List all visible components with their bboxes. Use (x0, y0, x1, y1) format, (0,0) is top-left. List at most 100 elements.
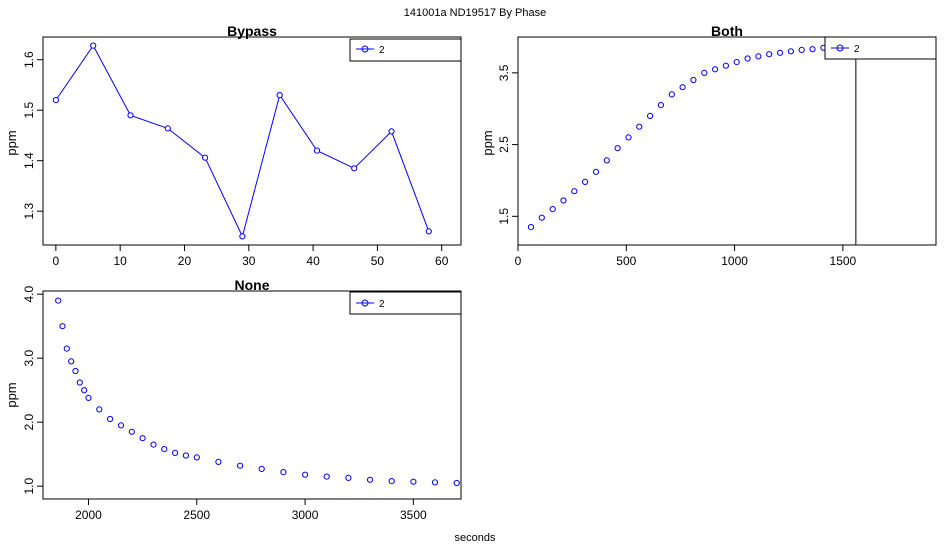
data-point (172, 449, 179, 456)
x-tick-label: 50 (371, 254, 385, 268)
data-point (592, 168, 600, 175)
figure-xlabel: seconds (455, 532, 496, 544)
y-tick-label: 1.5 (22, 102, 36, 119)
y-tick-label: 2.0 (22, 414, 36, 431)
y-axis-label: ppm (4, 382, 19, 407)
y-tick-label: 1.6 (22, 51, 36, 68)
data-point (127, 112, 134, 119)
legend-label: 2 (379, 299, 385, 310)
data-point (766, 51, 773, 58)
data-point (239, 233, 246, 240)
data-point (96, 406, 103, 413)
data-point (625, 134, 632, 141)
data-point (571, 188, 578, 195)
data-point (366, 476, 374, 483)
data-point (68, 358, 75, 365)
data-point (809, 46, 816, 53)
data-point (690, 76, 697, 84)
data-point (647, 112, 654, 120)
plot-area (52, 42, 432, 240)
data-point (722, 62, 730, 69)
data-point (63, 345, 70, 352)
y-tick-label: 1.3 (22, 203, 36, 220)
data-point (72, 367, 79, 375)
data-point (150, 441, 157, 448)
legend-marker (361, 45, 369, 53)
x-tick-label: 40 (306, 254, 320, 268)
data-point (636, 123, 643, 130)
data-point (582, 178, 589, 185)
legend-box (824, 36, 937, 60)
legend-label: 2 (379, 45, 385, 56)
data-point (787, 48, 795, 55)
data-point (107, 415, 114, 423)
data-point (128, 428, 135, 435)
y-axis-label: ppm (4, 130, 19, 155)
plot-area (527, 37, 922, 245)
data-point (280, 469, 287, 476)
y-tick-label: 4.0 (22, 286, 36, 303)
data-point (302, 471, 309, 478)
y-axis-label: ppm (480, 130, 495, 155)
data-point (549, 206, 556, 213)
panel-title: Bypass (227, 23, 277, 39)
plot-area (55, 297, 460, 487)
legend-box (349, 38, 462, 62)
data-point (202, 154, 209, 161)
data-point (85, 394, 92, 401)
x-tick-label: 0 (53, 254, 60, 268)
data-point (679, 84, 686, 91)
panel-bypass: Bypass ppm 2 0 10 20 30 40 50 60 1.3 1.4 1.5 1.6 (4, 23, 462, 268)
data-point (76, 379, 83, 386)
data-point (161, 446, 168, 453)
data-point (744, 55, 751, 62)
data-point (668, 91, 675, 98)
data-point (81, 387, 88, 394)
x-tick-label: 30 (242, 254, 256, 268)
data-point (410, 478, 417, 485)
y-tick-label: 3.5 (497, 64, 511, 81)
data-point (215, 458, 222, 465)
data-point (701, 69, 708, 77)
plot-frame (42, 290, 462, 500)
legend: 2 (349, 291, 462, 315)
x-tick-label: 20 (178, 254, 192, 268)
data-point (560, 197, 567, 204)
data-point (345, 474, 352, 481)
x-tick-label: 0 (515, 254, 522, 268)
data-point (538, 214, 545, 221)
data-point (164, 125, 171, 132)
legend-label: 2 (854, 44, 860, 55)
data-point (388, 128, 395, 135)
legend-marker (361, 299, 369, 307)
data-point (453, 479, 460, 487)
x-tick-label: 2500 (183, 508, 210, 522)
data-point (139, 435, 146, 442)
data-point (425, 228, 432, 235)
data-point (603, 157, 610, 164)
data-point (90, 42, 97, 49)
data-point (798, 46, 805, 54)
data-point (527, 224, 535, 231)
data-point (193, 454, 200, 461)
panel-title: Both (711, 23, 743, 39)
data-point (657, 102, 665, 109)
data-point (388, 478, 395, 485)
data-point (258, 465, 265, 472)
data-point (55, 297, 62, 304)
x-tick-label: 1000 (721, 254, 748, 268)
data-point (777, 49, 784, 56)
figure-title: 141001a ND19517 By Phase (404, 7, 547, 19)
legend-box (349, 291, 462, 315)
data-point (182, 452, 189, 459)
x-tick-label: 10 (113, 254, 127, 268)
data-point (276, 92, 283, 99)
x-tick-label: 500 (616, 254, 636, 268)
series-line (55, 44, 430, 238)
panel-title: None (235, 277, 270, 293)
data-point (733, 59, 740, 66)
data-point (313, 147, 321, 154)
data-point (323, 473, 330, 480)
y-tick-label: 1.5 (497, 208, 511, 225)
